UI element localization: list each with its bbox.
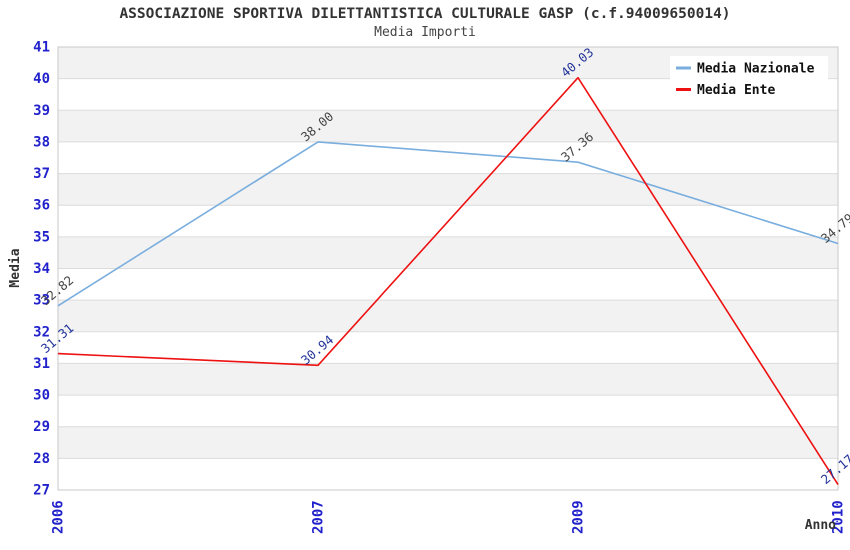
plot-band [58, 363, 838, 395]
y-tick-label: 32 [33, 324, 50, 340]
y-tick-label: 30 [33, 388, 50, 404]
chart-subtitle: Media Importi [374, 25, 476, 40]
y-tick-label: 35 [33, 229, 50, 245]
y-axis-title: Media [8, 248, 23, 287]
plot-band [58, 236, 838, 269]
y-tick-label: 33 [33, 293, 50, 309]
y-tick-label: 34 [33, 261, 50, 277]
point-label-media-ente: 30.94 [298, 332, 336, 368]
plot-border [57, 46, 839, 491]
y-tick-label: 39 [33, 103, 50, 119]
series-line-media-ente [57, 76, 839, 486]
legend-label-media-ente: Media Ente [697, 83, 775, 98]
y-tick-label: 36 [33, 198, 50, 214]
y-tick-label: 41 [33, 40, 50, 56]
series-line-media-nazionale [57, 141, 839, 307]
chart-title: ASSOCIAZIONE SPORTIVA DILETTANTISTICA CU… [119, 6, 731, 22]
legend-box [670, 56, 828, 85]
plot-band [58, 110, 838, 142]
x-tick-label: 2009 [571, 500, 587, 534]
y-tick-label: 27 [33, 483, 50, 499]
legend-label-media-nazionale: Media Nazionale [697, 62, 815, 77]
legend-marker-media-nazionale [676, 66, 691, 70]
y-tick-label: 37 [33, 166, 50, 182]
x-tick-label: 2007 [311, 500, 327, 534]
y-tick-label: 40 [33, 71, 50, 87]
x-axis-title: Anno [805, 518, 836, 533]
y-tick-label: 28 [33, 451, 50, 467]
plot-band [58, 173, 838, 206]
legend-marker-media-ente [676, 88, 691, 91]
y-tick-label: 29 [33, 419, 50, 435]
plot-band [58, 426, 838, 459]
y-tick-label: 31 [33, 356, 50, 372]
x-tick-label: 2010 [831, 500, 847, 534]
y-tick-label: 38 [33, 134, 50, 150]
plot-band [58, 300, 838, 332]
x-tick-label: 2006 [51, 500, 67, 534]
